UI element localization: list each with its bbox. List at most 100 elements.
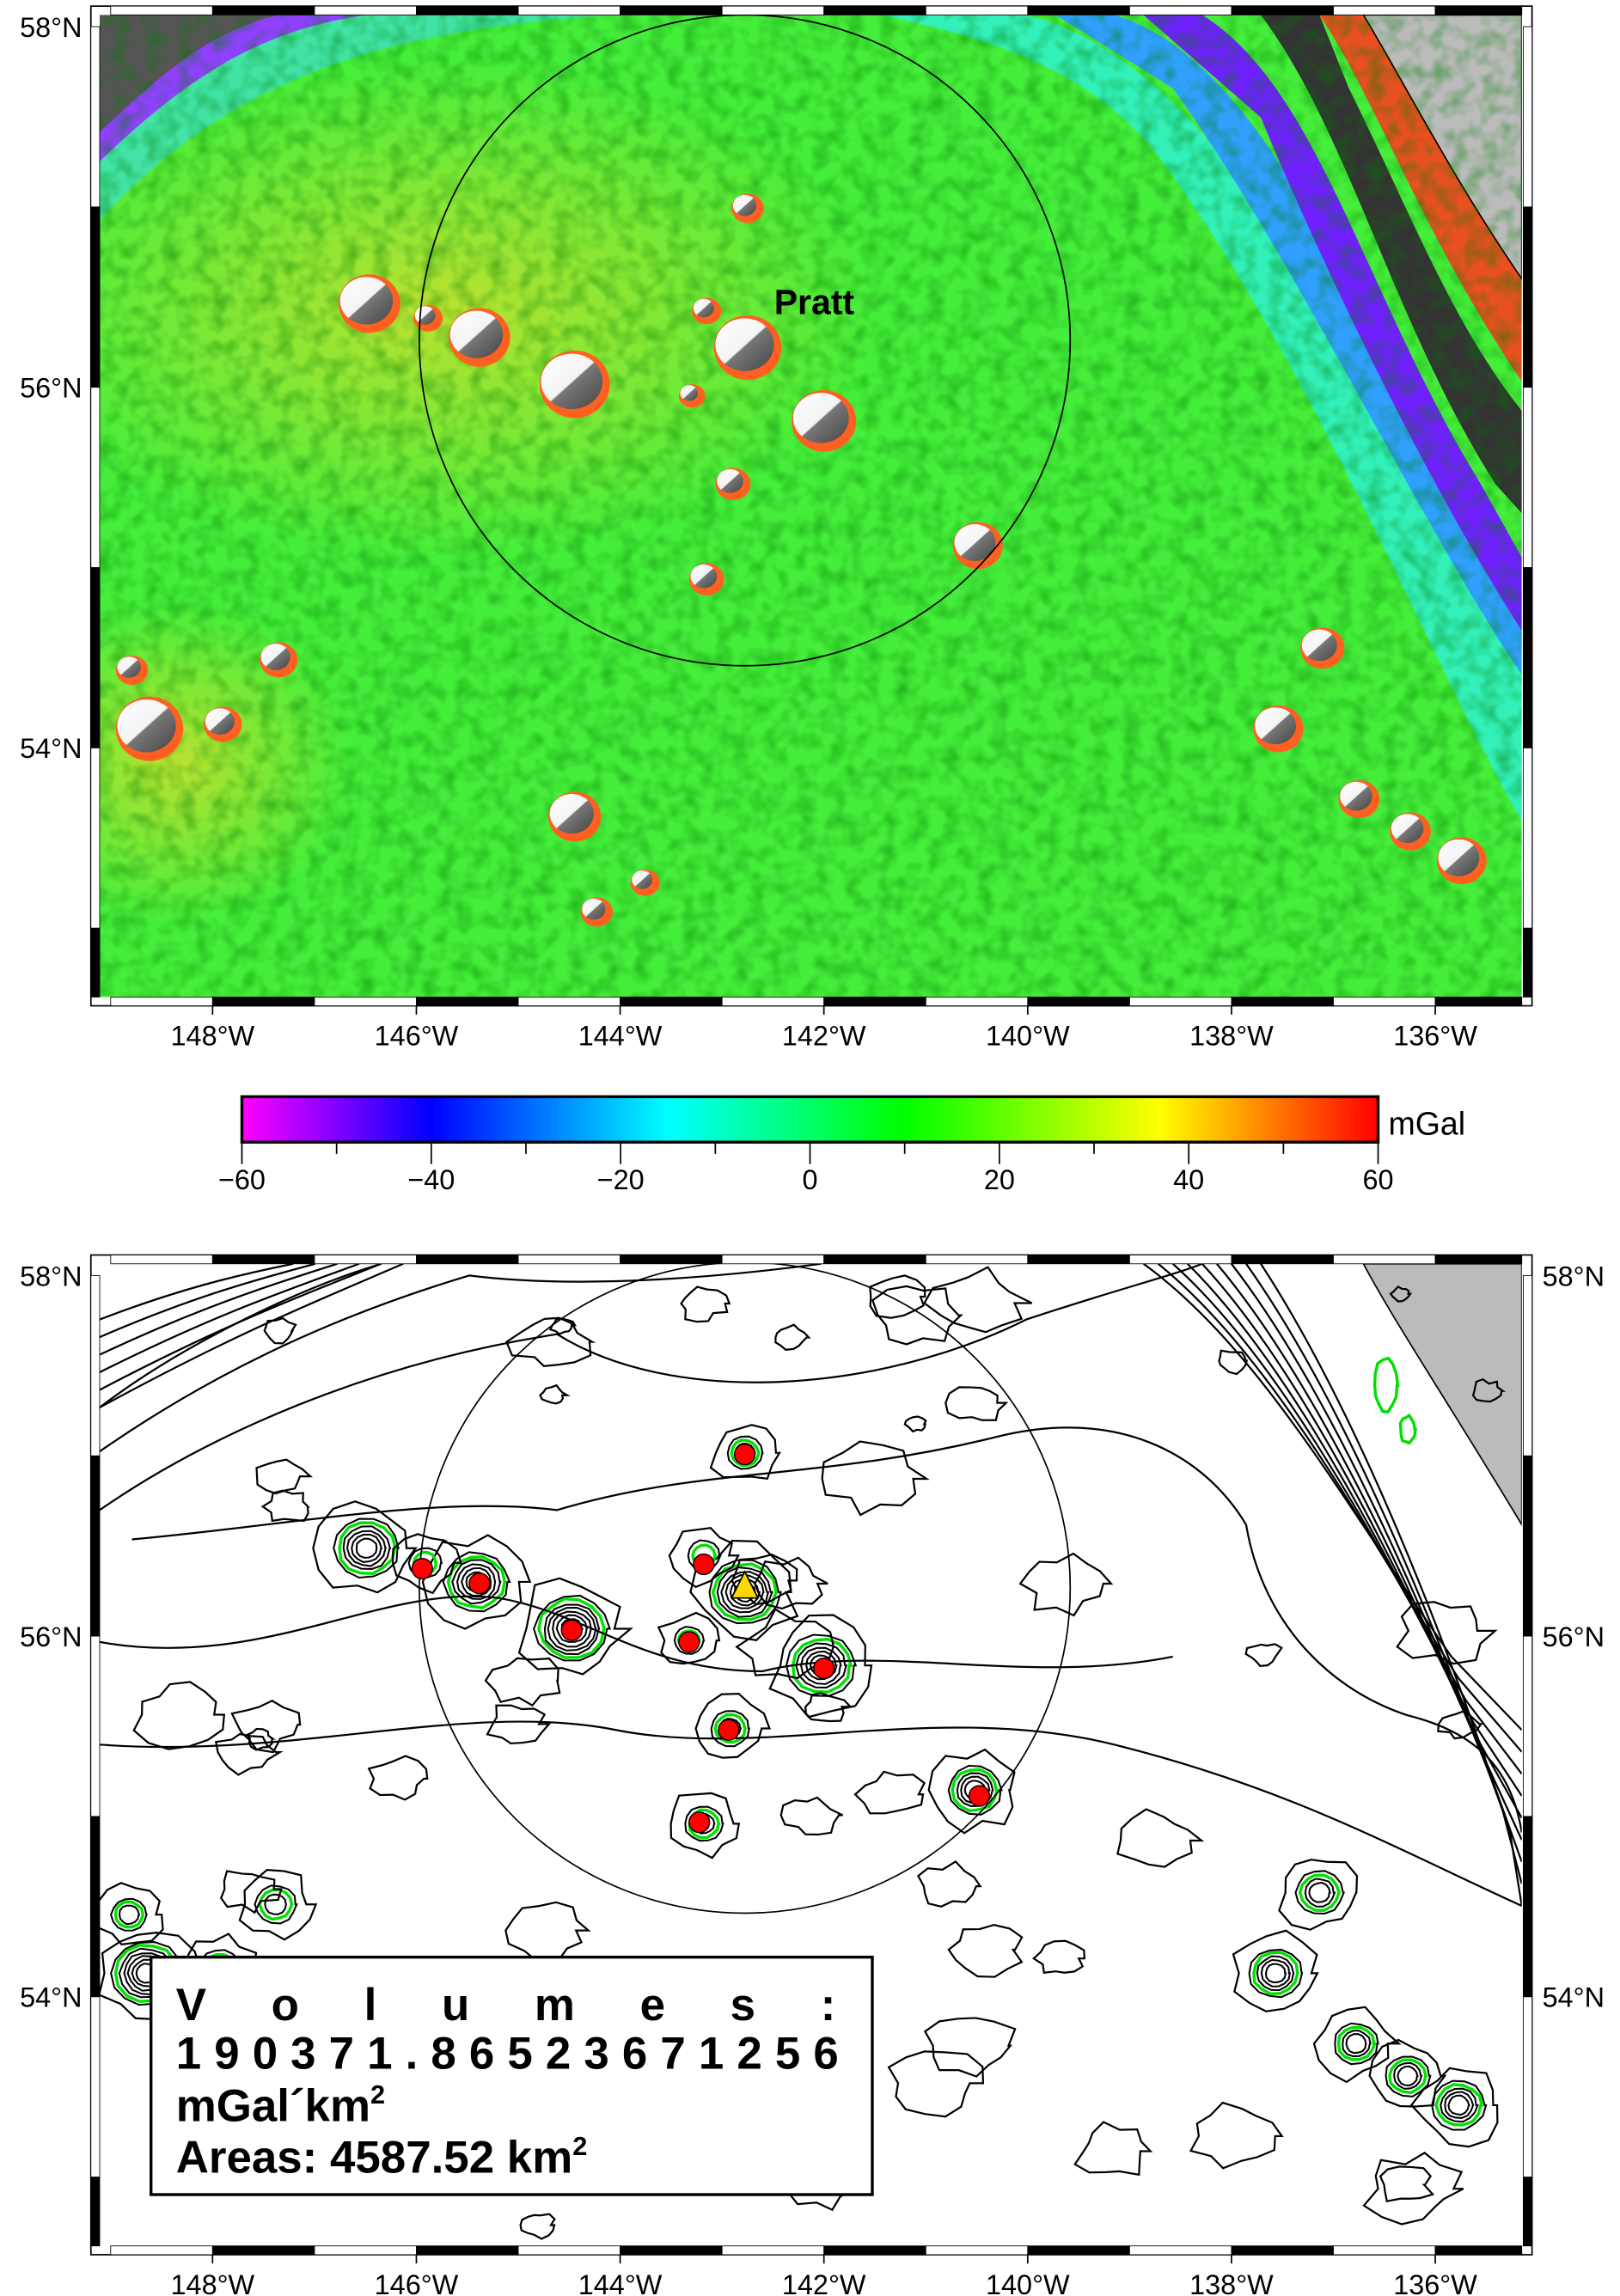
top-frame-segment [90, 747, 101, 929]
contour-line [100, 1720, 1522, 1907]
contour-line [263, 1316, 297, 1345]
seamount-label-pratt: Pratt [774, 282, 855, 321]
top-frame-segment [1333, 996, 1436, 1006]
contour-line [100, 1263, 360, 1373]
top-frame-segment [90, 387, 101, 568]
contour-line [1434, 2083, 1484, 2127]
contour-line [1260, 1958, 1292, 1988]
contour-line [711, 1562, 779, 1621]
bottom-frame-segment [314, 1255, 417, 1265]
bottom-frame-segment [416, 2245, 519, 2256]
bottom-frame-segment [517, 2245, 621, 2256]
gravity-anomaly-map: Pratt 148°W 146°W 144°W 142°W 140°W 138°W 136°… [20, 5, 1533, 1052]
contour-line [461, 1566, 492, 1597]
top-frame-segment [1434, 5, 1523, 15]
seamount-peak [792, 393, 849, 443]
top-frame-segment [1522, 567, 1533, 748]
contour-line [1032, 1939, 1086, 1974]
contour-line [669, 1792, 741, 1859]
contour-line [100, 1882, 164, 1945]
seamount-marker-dot [733, 1443, 756, 1466]
contour-line [1396, 1601, 1498, 1665]
top-frame-segment [925, 5, 1029, 15]
contour-line [657, 1611, 721, 1665]
bottom-lat-label-right: 56°N [1543, 1621, 1605, 1652]
contour-line [1388, 2058, 1428, 2095]
top-frame-segment [416, 996, 519, 1006]
bottom-frame-segment [1128, 2245, 1232, 2256]
bottom-frame-segment [110, 2245, 213, 2256]
bottom-frame-segment [1434, 1255, 1523, 1265]
contour-line [1308, 1881, 1331, 1903]
contour-line [684, 1805, 724, 1842]
contour-line [517, 1577, 633, 1676]
contour-line [1447, 2094, 1470, 2116]
contour-line [947, 1764, 1003, 1816]
top-frame-segment [110, 5, 213, 15]
bottom-lat-label: 54°N [20, 1982, 82, 2013]
contour-line [785, 1633, 858, 1697]
contour-line [342, 1525, 392, 1570]
search-radius-circle-bottom [419, 1263, 1072, 1914]
contour-line [1362, 2152, 1464, 2226]
top-frame-segment [823, 996, 926, 1006]
contour-line [716, 1566, 773, 1618]
contour-line [312, 1500, 418, 1594]
top-frame-segment [314, 996, 417, 1006]
contour-line [821, 1440, 930, 1517]
contour-line [1385, 2055, 1432, 2098]
seamount-marker-dot [468, 1572, 491, 1595]
contour-line [1018, 1552, 1114, 1617]
contour-line [923, 1266, 1033, 1334]
bottom-frame-segment [1027, 2245, 1130, 2256]
bottom-frame-segment [1027, 1255, 1130, 1265]
contour-line [110, 1897, 149, 1932]
contour-line [673, 1626, 706, 1655]
seamount-marker-dot [718, 1719, 740, 1741]
top-frame-segment [90, 927, 101, 998]
contour-line [731, 1554, 798, 1606]
contour-line [100, 1595, 1173, 1673]
seamount-peak [117, 699, 176, 753]
contour-line [219, 1870, 283, 1914]
bottom-lon-label: 140°W [986, 2269, 1070, 2296]
contour-line [779, 1796, 844, 1836]
contour-line [730, 1438, 761, 1468]
seamount-peak [1340, 781, 1372, 811]
top-lat-label: 58°N [20, 12, 82, 43]
contour-line [668, 1526, 740, 1589]
volumes-unit: mGal´km2 [176, 2079, 385, 2131]
seamount-marker-dot [813, 1657, 835, 1680]
bottom-frame-segment [1128, 1255, 1232, 1265]
bottom-frame-segment [90, 1274, 101, 1456]
top-frame-segment [1128, 5, 1232, 15]
bottom-frame-segment [416, 1255, 519, 1265]
contour-line [871, 1285, 963, 1346]
bottom-lon-label: 142°W [782, 2269, 866, 2296]
top-frame-segment [1231, 5, 1334, 15]
seamount-peak [954, 523, 996, 561]
contour-line [100, 1263, 294, 1321]
contour-line [1248, 1948, 1304, 1999]
bottom-frame-segment [925, 1255, 1029, 1265]
bottom-frame-segment [1231, 2245, 1334, 2256]
contour-line [338, 1521, 398, 1575]
contour-line [100, 1263, 822, 1453]
contour-line [1218, 1349, 1249, 1376]
seamount-peak [715, 318, 774, 371]
top-lon-label: 138°W [1189, 1021, 1274, 1052]
contour-line [132, 1681, 226, 1750]
contour-line [680, 1285, 731, 1323]
contour-line [258, 1888, 294, 1921]
contour-line [1231, 1263, 1522, 1863]
contour-line [131, 1426, 1522, 1833]
bottom-frame-segment [90, 2177, 101, 2247]
seamount-marker-dot [411, 1557, 433, 1580]
contour-line [774, 1323, 811, 1352]
areas-text: Areas: 4587.52 km2 [176, 2131, 588, 2183]
seamount-marker-dot [688, 1811, 711, 1834]
seamount-peak [205, 708, 235, 735]
contour-line [1368, 2038, 1447, 2108]
colorbar-tick-label: 60 [1363, 1164, 1394, 1195]
contour-line [709, 1424, 781, 1481]
